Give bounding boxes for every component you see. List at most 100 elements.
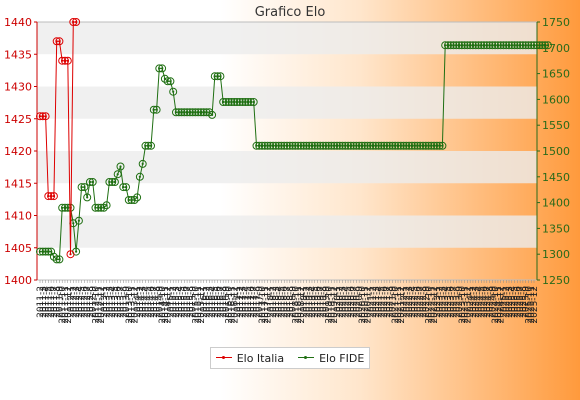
x-tick-label: 2021-4 [375,286,385,318]
legend-item-elo-italia[interactable]: Elo Italia [215,352,284,365]
x-tick-label: 2014-7 [150,286,160,318]
x-tick-label: 2012-12 [97,286,107,324]
x-tick-label: 2018-10 [291,286,301,324]
fide-point-center [105,204,108,207]
x-tick-label: 2011-7 [50,286,60,318]
x-tick-label: 2017-5 [244,286,254,318]
x-tick-label: 2021-1 [366,286,376,318]
x-tick-label: 2017-12 [264,286,274,324]
fide-point-center [136,196,139,199]
x-tick-label: 2025-12 [530,286,540,324]
fide-point-center [77,219,80,222]
fide-point-center [141,162,144,165]
fide-point [74,216,83,225]
fide-point-center [119,165,122,168]
x-tick-label: 2025-11 [527,286,537,324]
x-tick-label: 2019-11 [327,286,337,324]
x-tick-label: 2021-10 [391,286,401,324]
x-tick-label: 2022-6 [413,286,423,318]
fide-point-center [172,90,175,93]
fide-point [116,162,125,171]
x-tick-label: 2022-3 [405,286,415,318]
x-tick-label: 2024-4 [474,286,484,318]
fide-point [152,105,161,114]
x-tick-label: 2016-12 [230,286,240,324]
x-tick-label: 2013-2 [103,286,113,318]
x-tick-label: 2013-7 [116,286,126,318]
x-tick-label: 2021-12 [397,286,407,324]
right-tick-label: 1450 [542,171,570,184]
x-tick-label: 2020-10 [358,286,368,324]
grid-band [37,22,537,55]
x-tick-label: 2022-1 [400,286,410,318]
x-tick-label: 2023-6 [447,286,457,318]
x-tick-label: 2014-4 [141,286,151,318]
right-tick-label: 1350 [542,222,570,235]
x-tick-label: 2023-1 [433,286,443,318]
series-elo-italia [36,18,81,259]
x-tick-label: 2015-9 [189,286,199,318]
x-tick-label: 2012-8 [86,286,96,318]
x-tick-label: 2017-3 [239,286,249,318]
fide-point [249,98,258,106]
fide-point [158,64,167,73]
grid-band [37,86,537,119]
x-tick-label: 2015-7 [183,286,193,318]
left-tick-label: 1405 [4,242,32,255]
x-tick-label: 2019-9 [322,286,332,318]
x-tick-label: 2023-8 [452,286,462,318]
x-tick-label: 2025-3 [505,286,515,318]
x-tick-label: 2023-5 [444,286,454,318]
x-tick-label: 2023-4 [441,286,451,318]
legend-marker-icon [215,354,232,362]
x-tick-label: 2015-4 [175,286,185,318]
x-tick-label: 2020-4 [341,286,351,318]
right-tick-label: 1550 [542,119,570,132]
right-tick-label: 1500 [542,145,570,158]
x-tick-label: 2024-7 [483,286,493,318]
x-tick-label: 2022-12 [430,286,440,324]
x-tick-label: 2011-12 [64,286,74,324]
fide-point [208,110,217,119]
x-tick-label: 2013-11 [128,286,138,324]
series-elo-fide [36,41,552,264]
left-tick-label: 1400 [4,274,32,287]
x-tick-label: 2015-10 [191,286,201,324]
x-tick-label: 2020-8 [352,286,362,318]
x-tick-label: 2023-10 [458,286,468,324]
x-tick-label: 2024-10 [491,286,501,324]
x-tick-label: 2020-11 [361,286,371,324]
x-tick-label: 2016-10 [225,286,235,324]
fide-point [80,183,89,192]
x-tick-label: 2021-2 [369,286,379,318]
x-tick-label: 2017-6 [247,286,257,318]
x-tick-label: 2015-8 [186,286,196,318]
fide-point [130,196,139,204]
x-tick-label: 2017-11 [261,286,271,324]
right-axis: 1250130013501400145015001550160016501700… [536,16,570,287]
left-tick-label: 1435 [4,48,32,61]
x-tick-label: 2016-11 [227,286,237,324]
x-tick-label: 2012-1 [67,286,77,318]
left-axis: 1400 1405 1410 1415 1420 1425 1430 1435 1440 [4,16,38,287]
fide-point-center [161,67,164,70]
italia-point [41,112,50,121]
x-tick-label: 2011-8 [53,286,63,318]
legend-item-elo-fide[interactable]: Elo FIDE [298,352,364,365]
x-tick-label: 2018-11 [294,286,304,324]
x-tick-label: 2015-3 [172,286,182,318]
x-tick-label: 2018-5 [277,286,287,318]
fide-point [438,141,447,150]
x-tick-label: 2019-8 [319,286,329,318]
x-tick-label: 2017-10 [258,286,268,324]
x-tick-label: 2012-7 [83,286,93,318]
fide-point-center [138,175,141,178]
x-tick-label: 2020-1 [333,286,343,318]
x-tick-label: 2013-10 [125,286,135,324]
x-axis: 2011-22011-32011-42011-52011-62011-72011… [36,280,540,324]
x-tick-label: 2025-8 [519,286,529,318]
x-tick-label: 2020-2 [336,286,346,318]
fide-point [66,203,75,212]
x-tick-label: 2019-2 [302,286,312,318]
fide-point-center [441,144,444,147]
